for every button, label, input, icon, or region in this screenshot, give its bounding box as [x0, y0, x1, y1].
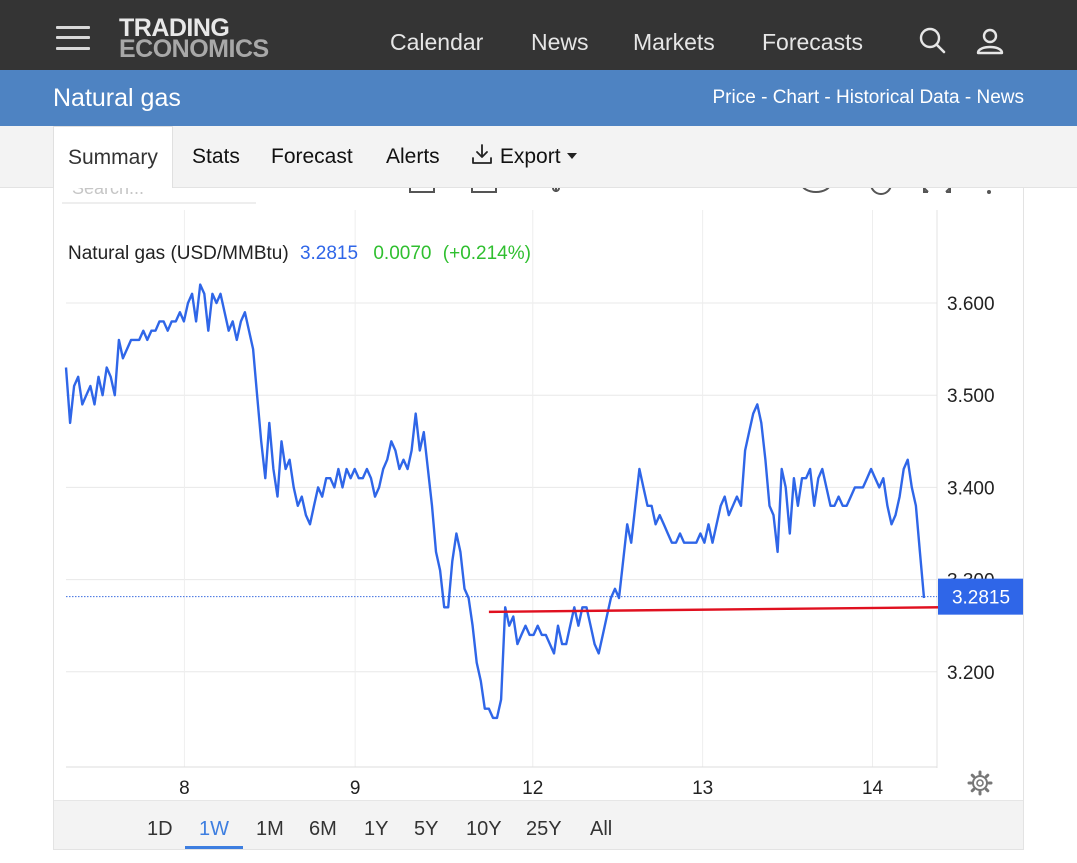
tab-alerts[interactable]: Alerts — [386, 145, 440, 168]
search-icon[interactable] — [918, 26, 948, 56]
nav-forecasts[interactable]: Forecasts — [762, 29, 863, 55]
tab-stats[interactable]: Stats — [192, 145, 240, 168]
tab-forecast[interactable]: Forecast — [271, 145, 353, 168]
nav-calendar[interactable]: Calendar — [390, 29, 484, 55]
crumb-news[interactable]: News — [976, 87, 1024, 108]
series-line — [64, 283, 926, 720]
x-tick-label: 13 — [692, 778, 713, 799]
menu-icon[interactable] — [56, 24, 92, 52]
range-6m[interactable]: 6M — [309, 818, 337, 840]
legend-change: 0.0070 — [373, 243, 431, 264]
chart-legend: Natural gas (USD/MMBtu) 3.2815 0.0070 (+… — [68, 243, 531, 264]
y-tick-label: 3.600 — [947, 294, 995, 315]
range-25y[interactable]: 25Y — [526, 818, 562, 840]
x-axis: 8 9 12 13 14 — [179, 778, 883, 799]
crumb-separator: - — [959, 87, 977, 108]
legend-change-pct: (+0.214%) — [443, 243, 531, 264]
crumb-separator: - — [755, 87, 773, 108]
range-1d[interactable]: 1D — [147, 818, 173, 840]
chart-type-icon[interactable] — [802, 188, 830, 193]
range-selector: 1D 1W 1M 6M 1Y 5Y 10Y 25Y All — [54, 800, 1023, 849]
fullscreen-icon[interactable] — [923, 188, 951, 193]
x-tick-label: 14 — [862, 778, 884, 799]
x-tick-label: 12 — [522, 778, 543, 799]
chart-toolbar: Search... — [62, 188, 991, 204]
range-all[interactable]: All — [590, 818, 613, 840]
crumb-price[interactable]: Price — [712, 87, 756, 108]
nav-news[interactable]: News — [531, 29, 589, 55]
range-1w[interactable]: 1W — [199, 818, 229, 840]
support-line — [488, 606, 943, 614]
range-10y[interactable]: 10Y — [466, 818, 502, 840]
breadcrumb: Price - Chart - Historical Data - News — [713, 87, 1025, 109]
last-price-label: 3.2815 — [952, 588, 1010, 609]
y-tick-label: 3.200 — [947, 663, 995, 684]
range-1y[interactable]: 1Y — [364, 818, 389, 840]
x-tick-label: 8 — [179, 778, 190, 799]
logo-line1: TRADING — [119, 14, 230, 42]
title-bar: Natural gas Price - Chart - Historical D… — [0, 70, 1077, 126]
x-tick-label: 9 — [350, 778, 361, 799]
logo-line2: ECONOMICS — [119, 35, 269, 63]
legend-last: 3.2815 — [300, 243, 358, 264]
tab-summary[interactable]: Summary — [53, 126, 173, 189]
range-5y[interactable]: 5Y — [414, 818, 439, 840]
range-1m[interactable]: 1M — [256, 818, 284, 840]
download-icon — [472, 144, 492, 164]
tabs-bar: Summary Stats Forecast Alerts Export — [0, 126, 1077, 189]
caret-down-icon — [567, 153, 578, 159]
settings-top-icon[interactable] — [870, 188, 892, 195]
active-range-underline — [185, 846, 243, 849]
user-icon[interactable] — [975, 26, 1005, 56]
page-title: Natural gas — [53, 84, 181, 112]
nav-markets[interactable]: Markets — [633, 29, 715, 55]
legend-name: Natural gas (USD/MMBtu) — [68, 243, 289, 264]
y-tick-label: 3.400 — [947, 478, 995, 499]
search-placeholder: Search... — [72, 188, 144, 198]
crumb-separator: - — [819, 87, 837, 108]
calendar-icon[interactable] — [409, 188, 435, 193]
gear-icon[interactable] — [967, 770, 993, 796]
last-price-tag: 3.2815 — [938, 578, 1023, 615]
tab-export[interactable]: Export — [470, 126, 578, 188]
export-label: Export — [499, 145, 561, 168]
compare-icon[interactable] — [471, 188, 497, 193]
logo[interactable]: TRADING ECONOMICS — [119, 14, 269, 63]
crumb-chart[interactable]: Chart — [772, 87, 820, 108]
y-tick-label: 3.500 — [947, 386, 995, 407]
more-icon[interactable] — [987, 190, 991, 194]
crumb-historical-data[interactable]: Historical Data — [836, 87, 960, 108]
top-navbar: TRADING ECONOMICS Calendar News Markets … — [0, 0, 1077, 70]
